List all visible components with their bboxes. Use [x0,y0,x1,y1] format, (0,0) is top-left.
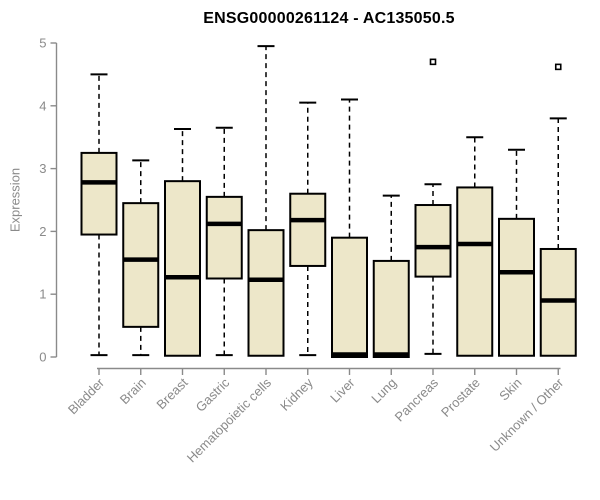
y-tick-label: 2 [39,224,46,239]
x-category-label: Skin [496,375,524,403]
box-group [80,73,118,357]
box [80,151,118,236]
box-group [372,194,410,358]
y-tick-label: 4 [39,98,46,113]
box [289,192,327,267]
box-group [414,58,452,355]
x-category-label: Bladder [65,375,108,418]
box [247,229,285,357]
x-category-label: Lung [368,375,399,406]
box [205,195,243,280]
x-category-label: Liver [327,375,358,406]
box [164,180,201,357]
box [498,217,535,357]
x-category-label: Pancreas [392,375,442,425]
y-tick-label: 1 [39,287,46,302]
box [331,236,368,358]
x-category-label: Unknown / Other [487,375,567,455]
box-group [498,148,535,357]
box [122,202,160,328]
x-category-label: Gastric [193,375,233,415]
chart-title: ENSG00000261124 - AC135050.5 [203,10,455,27]
outlier-point [429,58,437,66]
box-group [331,98,368,358]
box [372,259,410,358]
box [456,186,494,357]
y-axis: 0 1 2 3 4 5 [39,36,58,365]
x-category-label: Prostate [438,375,483,420]
x-category-label: Breast [153,375,190,412]
box-group [539,63,577,357]
y-tick-label: 5 [39,36,46,51]
box-group [247,45,285,357]
x-category-label: Brain [117,375,149,407]
box-group [456,136,494,357]
box [414,204,452,278]
y-tick-label: 3 [39,161,46,176]
box-group [122,159,160,357]
box-group [205,126,243,357]
x-category-label: Kidney [277,375,316,414]
box-group [289,101,327,357]
y-tick-label: 0 [39,350,46,365]
box-group [164,128,201,357]
outlier-point [554,63,562,71]
